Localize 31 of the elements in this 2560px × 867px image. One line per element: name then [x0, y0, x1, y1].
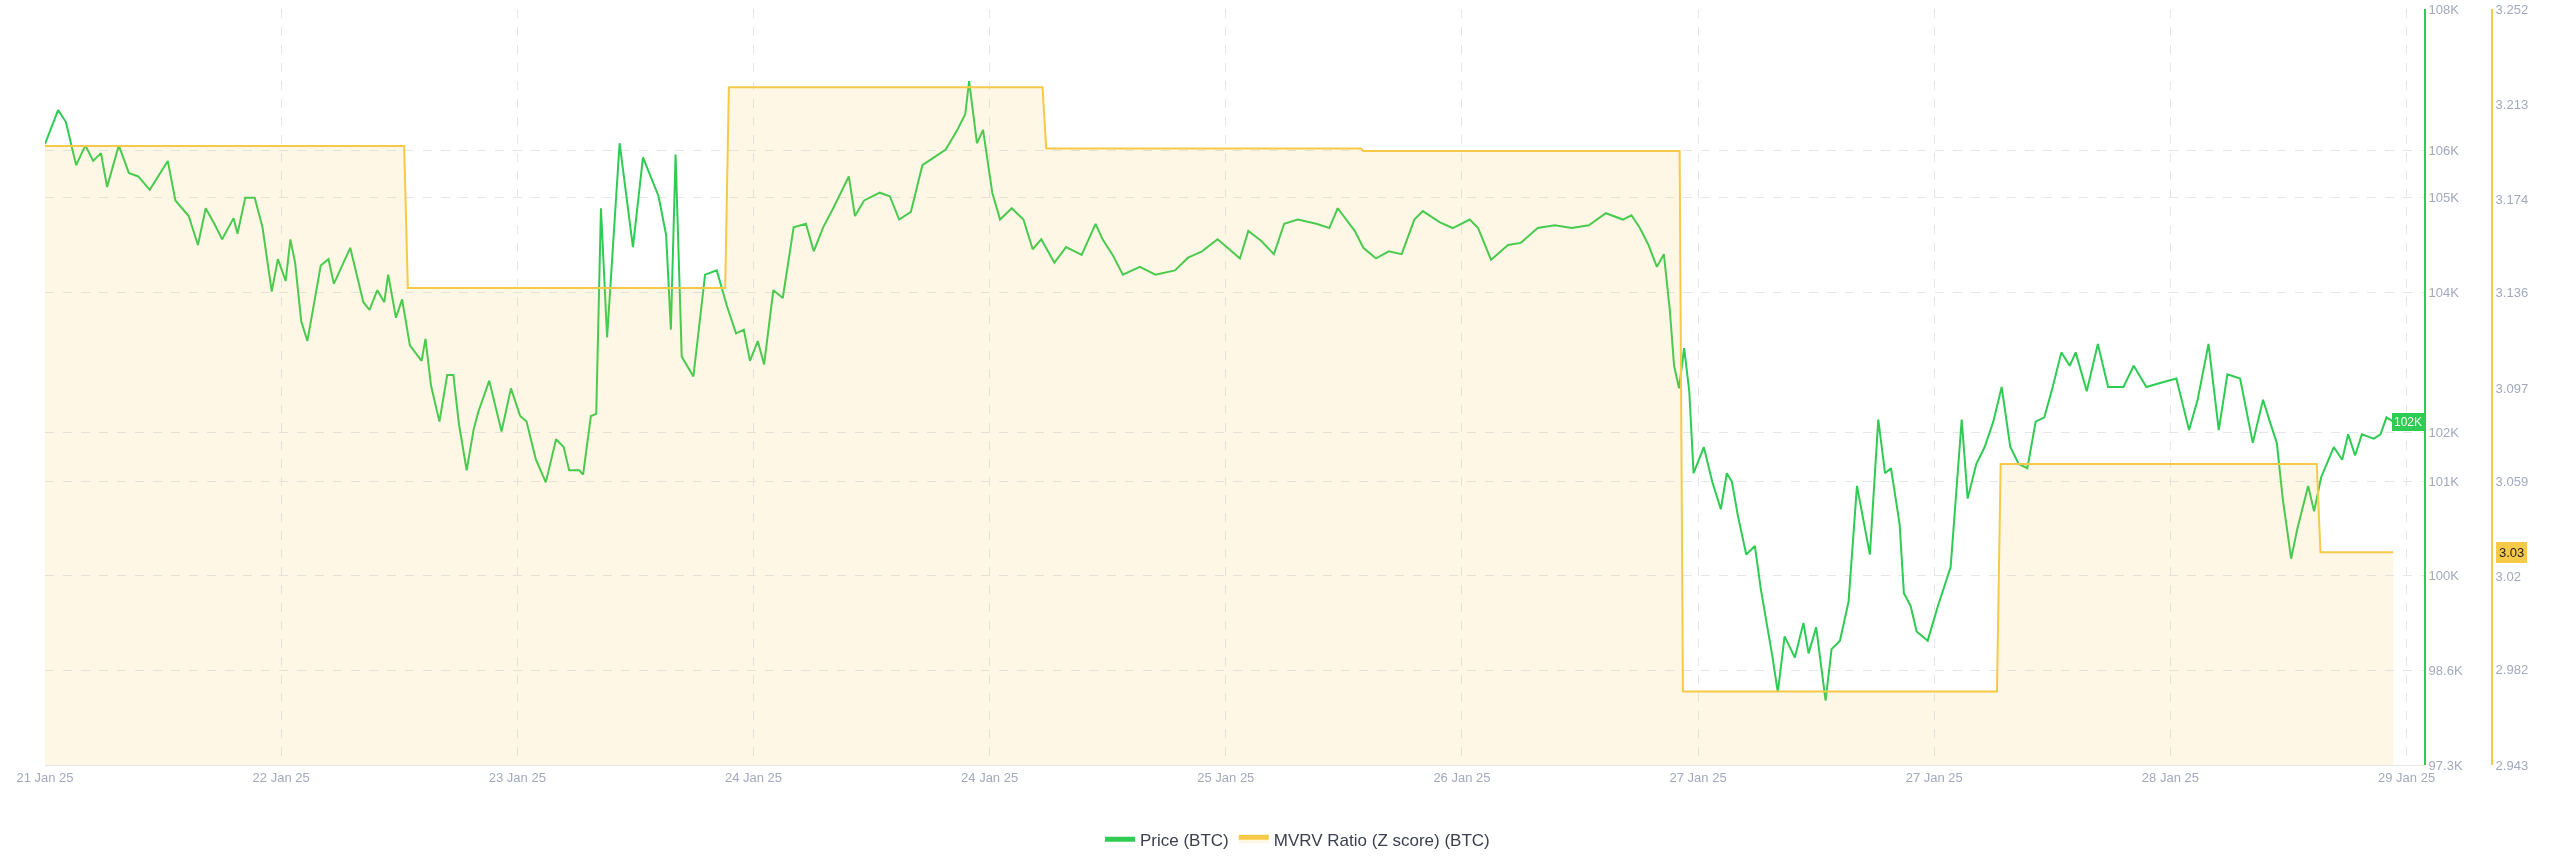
y-tick-label: 104K: [2428, 284, 2460, 300]
x-tick-label: 27 Jan 25: [1669, 769, 1727, 785]
x-tick-label: 28 Jan 25: [2141, 769, 2199, 785]
y2-tick-label: 3.213: [2495, 96, 2529, 112]
y2-tick-label: 2.982: [2495, 662, 2529, 678]
x-tick-label: 24 Jan 25: [724, 769, 783, 785]
legend-label: Price (BTC): [1140, 830, 1229, 850]
y-tick-label: 101K: [2428, 474, 2460, 490]
x-tick-label: 21 Jan 25: [16, 769, 74, 785]
x-tick-label: 26 Jan 25: [1433, 769, 1491, 785]
x-tick-label: 24 Jan 25: [961, 769, 1019, 785]
y-tick-label: 105K: [2428, 190, 2460, 206]
x-tick-label: 22 Jan 25: [252, 769, 310, 785]
y2-tick-label: 2.943: [2495, 757, 2529, 773]
y-tick-label: 98.6K: [2428, 662, 2463, 678]
y-tick-label: 108K: [2428, 1, 2460, 17]
text: 3.03: [2499, 545, 2525, 560]
y2-tick-label: 3.252: [2495, 1, 2529, 17]
y2-tick-label: 3.059: [2495, 473, 2529, 489]
y-tick-label: 100K: [2428, 568, 2460, 584]
legend-label: MVRV Ratio (Z score) (BTC): [1273, 830, 1490, 850]
x-tick-label: 25 Jan 25: [1197, 769, 1255, 785]
x-tick-label: 23 Jan 25: [488, 769, 546, 785]
y2-tick-label: 3.097: [2495, 380, 2529, 396]
y-tick-label: 106K: [2428, 142, 2460, 158]
y2-tick-label: 3.136: [2495, 285, 2529, 301]
annotation: 102K: [2394, 415, 2423, 429]
y-tick-label: 102K: [2428, 425, 2460, 441]
y2-tick-label: 3.02: [2495, 569, 2521, 585]
x-tick-label: 27 Jan 25: [1905, 769, 1963, 785]
y2-tick-label: 3.174: [2495, 192, 2529, 208]
